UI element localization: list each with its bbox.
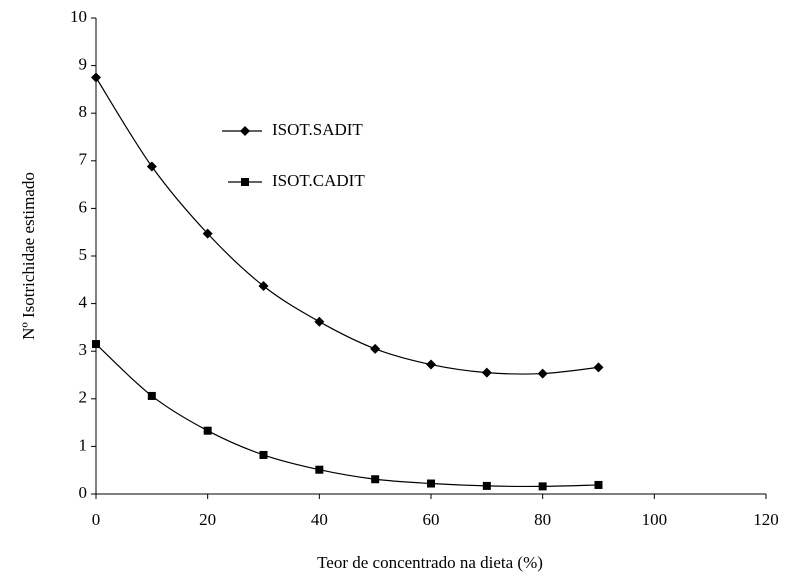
marker — [314, 316, 325, 327]
marker — [259, 450, 268, 459]
series-line — [95, 343, 599, 488]
marker — [426, 359, 436, 370]
x-tick-label: 60 — [423, 510, 440, 529]
y-tick-label: 10 — [70, 7, 87, 26]
y-tick-label: 1 — [79, 435, 88, 454]
x-tick-label: 20 — [199, 510, 216, 529]
marker — [481, 367, 492, 378]
marker — [371, 475, 380, 484]
marker — [258, 280, 269, 291]
marker — [537, 368, 548, 379]
marker — [240, 126, 250, 136]
marker — [92, 340, 100, 349]
marker — [370, 343, 381, 354]
y-tick-label: 5 — [79, 245, 88, 264]
y-tick-label: 9 — [79, 55, 88, 74]
marker — [482, 481, 491, 490]
marker — [538, 482, 547, 491]
marker — [427, 479, 435, 488]
x-tick-label: 0 — [92, 510, 101, 529]
y-tick-label: 6 — [79, 197, 88, 216]
marker — [203, 426, 212, 435]
y-axis-label: Nº Isotrichidae estimado — [19, 172, 38, 340]
marker — [241, 178, 249, 186]
series-line — [95, 77, 599, 375]
y-tick-label: 4 — [79, 293, 88, 312]
y-tick-label: 8 — [79, 102, 88, 121]
marker — [315, 465, 324, 474]
marker — [91, 72, 101, 83]
marker — [146, 161, 157, 172]
legend-label: ISOT.CADIT — [272, 171, 365, 190]
x-tick-label: 80 — [534, 510, 551, 529]
y-tick-label: 7 — [79, 150, 88, 169]
x-tick-label: 100 — [642, 510, 668, 529]
marker — [594, 480, 603, 489]
marker — [593, 362, 604, 373]
y-tick-label: 2 — [79, 388, 88, 407]
x-tick-label: 120 — [753, 510, 779, 529]
x-tick-label: 40 — [311, 510, 328, 529]
marker — [147, 391, 156, 400]
marker — [202, 228, 213, 239]
legend-label: ISOT.SADIT — [272, 120, 363, 139]
y-tick-label: 0 — [79, 483, 88, 502]
y-tick-label: 3 — [79, 340, 88, 359]
x-axis-label: Teor de concentrado na dieta (%) — [317, 553, 543, 572]
